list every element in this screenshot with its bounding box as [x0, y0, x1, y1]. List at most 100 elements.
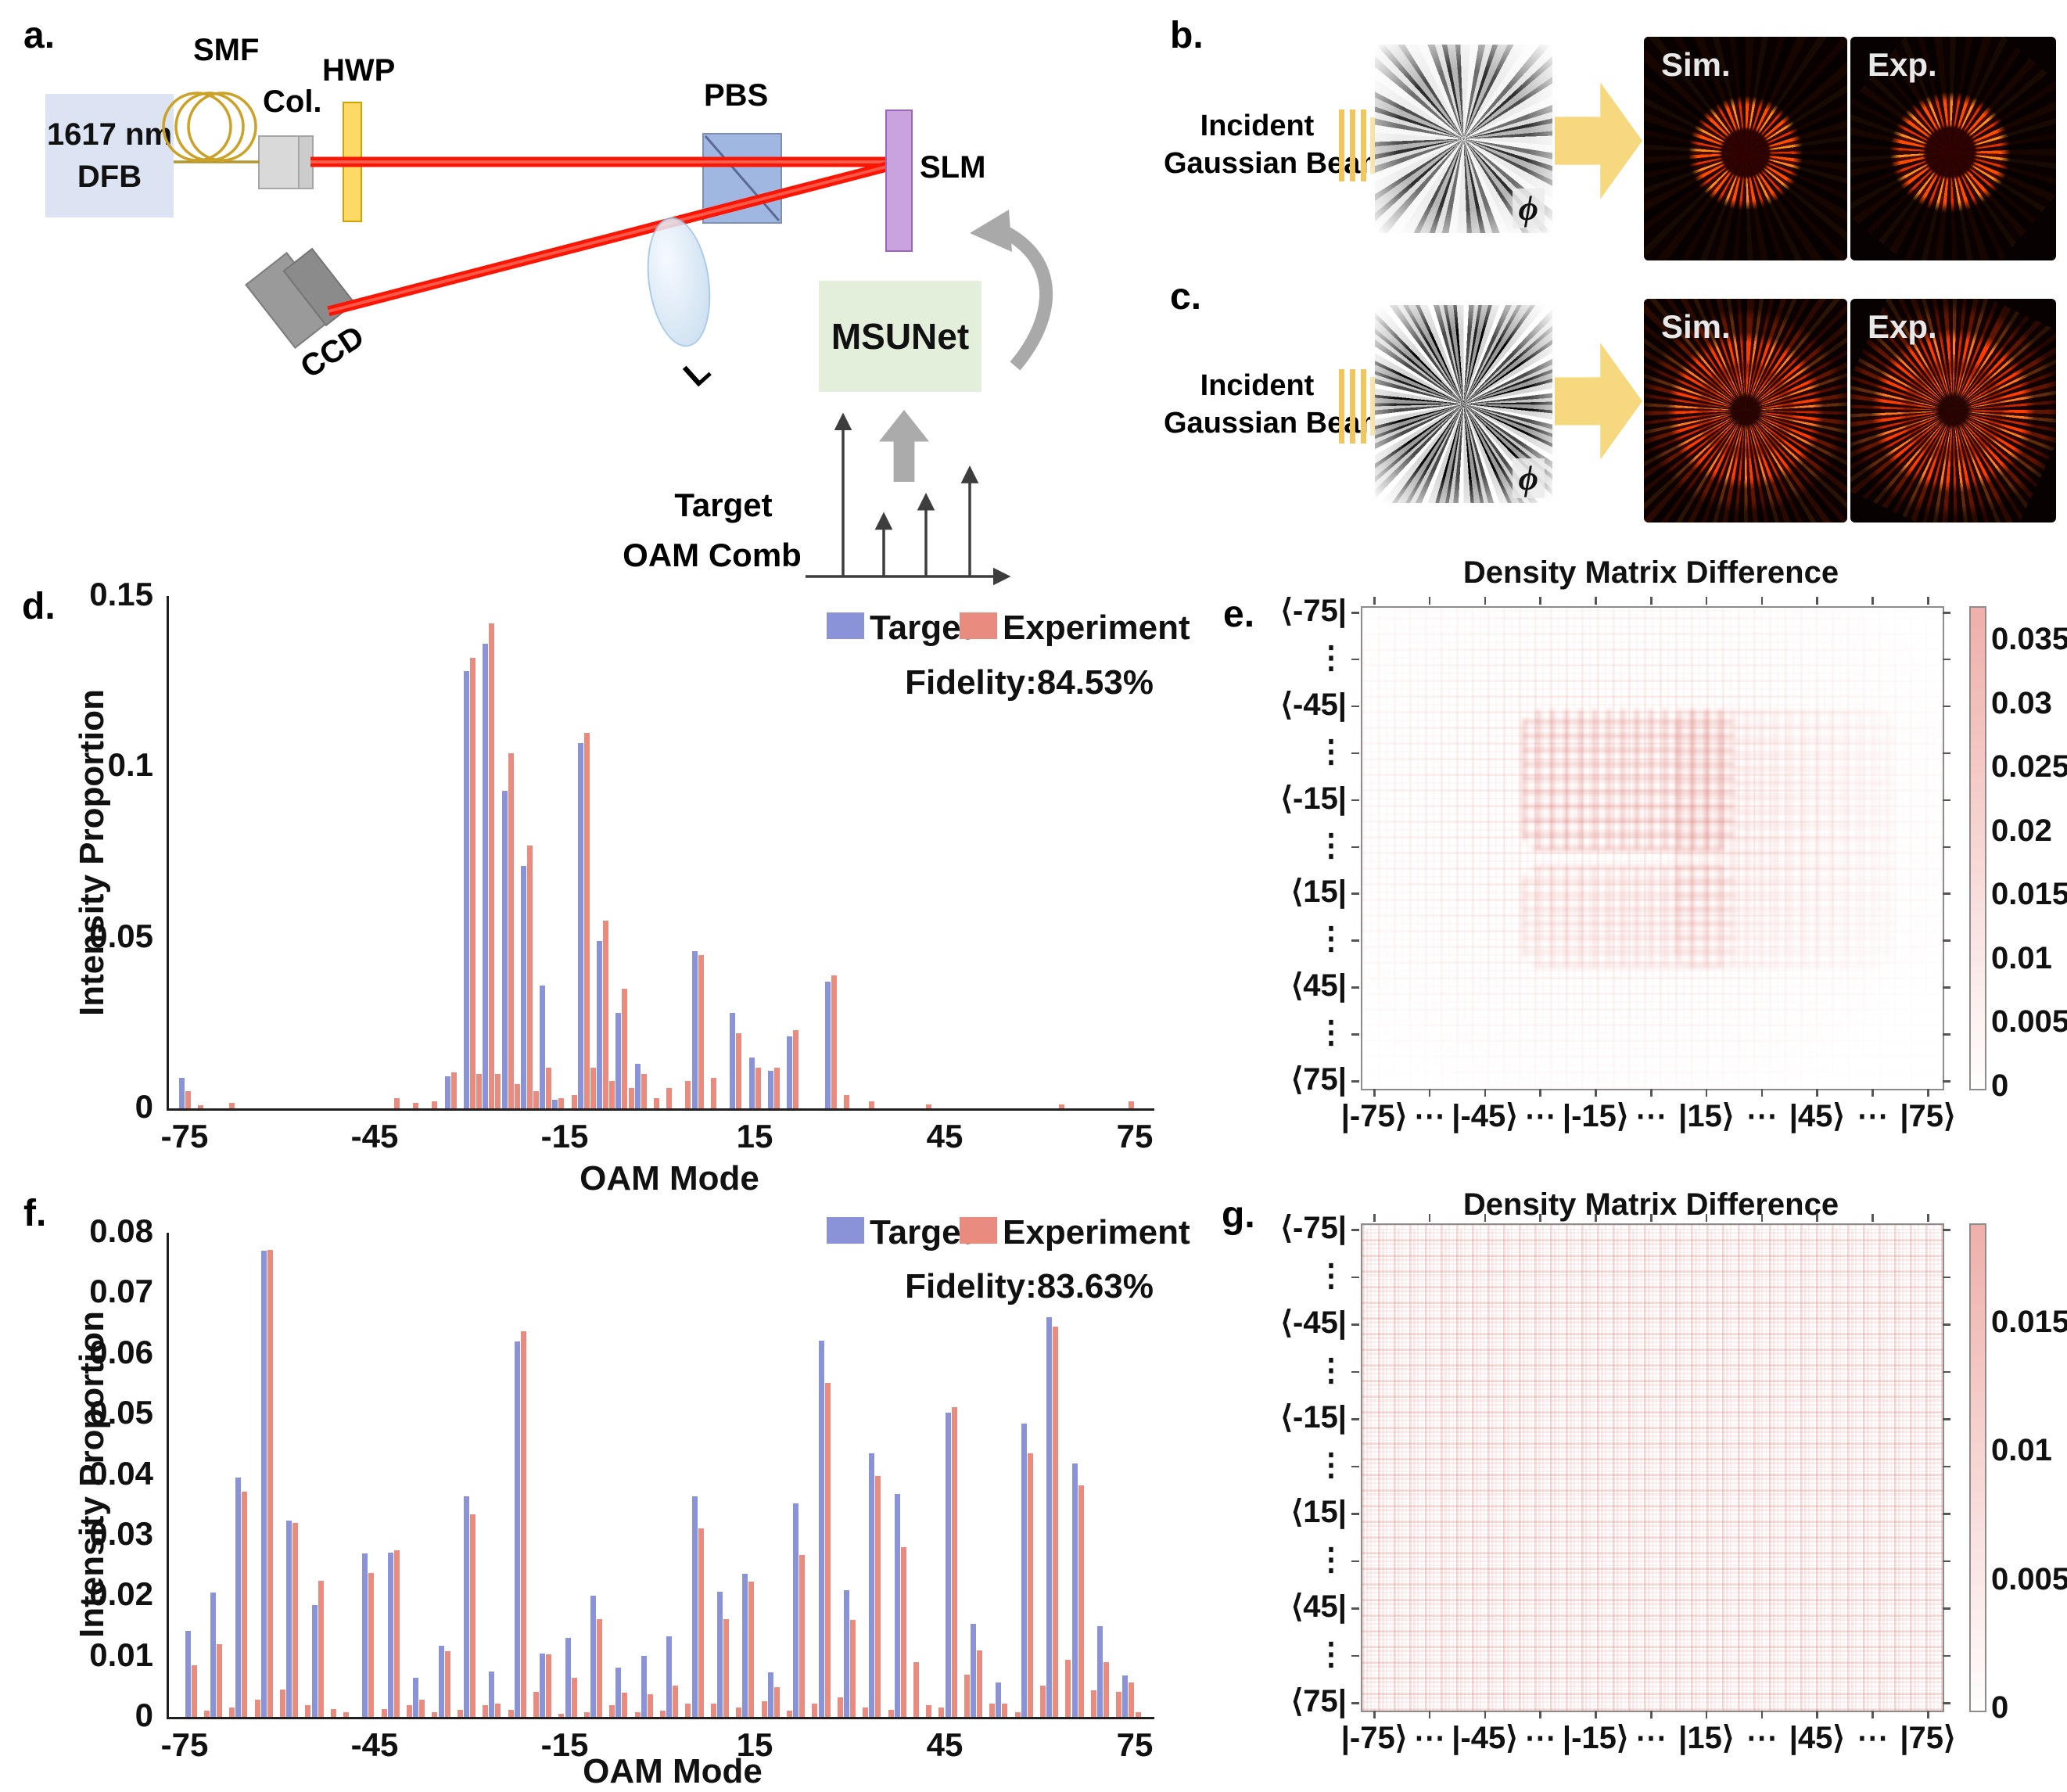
bar-experiment [609, 1704, 615, 1717]
bar-target [577, 742, 583, 1108]
heatmap-axis-tick [1705, 1214, 1708, 1222]
bar-experiment [824, 1382, 831, 1717]
heatmap-axis-tick [1351, 1465, 1359, 1467]
heatmap-row-label: ⋮ [1315, 1542, 1347, 1577]
bar-experiment [926, 1704, 932, 1717]
dfb-laser-box: 1617 nm DFB [45, 94, 174, 217]
bar-experiment [710, 1703, 716, 1717]
bar-experiment [926, 1104, 932, 1108]
bar-experiment [450, 1072, 457, 1108]
speckle-ring-b-sim [1644, 37, 1847, 260]
bar-experiment [888, 1709, 894, 1717]
bar-experiment [571, 1094, 577, 1108]
d-legend-target-label: Target [870, 609, 973, 647]
heatmap-col-label: |75⟩ [1900, 1099, 1956, 1133]
bar-target [311, 1604, 318, 1717]
x-tick-label: 45 [926, 1118, 964, 1155]
bar-experiment [900, 1547, 906, 1717]
heatmap-axis-tick [1943, 1080, 1950, 1083]
bar-experiment [698, 954, 704, 1108]
heatmap-axis-tick [1943, 986, 1950, 989]
heatmap-axis-tick [1943, 1418, 1950, 1420]
bar-experiment [710, 1077, 716, 1108]
bar-experiment [1027, 1453, 1033, 1717]
bar-experiment [622, 989, 628, 1108]
heatmap-col-label: ⋯ [1857, 1721, 1889, 1755]
heatmap-axis-tick [1484, 1089, 1487, 1097]
g-colorbar [1969, 1223, 1986, 1712]
heatmap-axis-tick [1760, 1214, 1764, 1222]
f-legend-experiment-swatch [960, 1217, 997, 1244]
slm-label: SLM [920, 150, 986, 185]
bar-target [818, 1340, 824, 1717]
x-tick-label: -45 [350, 1726, 399, 1763]
heatmap-axis-tick [1484, 1214, 1487, 1222]
heatmap-row-label: ⋮ [1315, 1447, 1347, 1482]
heatmap-col-label: |-45⟩ [1452, 1099, 1518, 1133]
bar-experiment [1103, 1662, 1109, 1717]
panel-b-label: b. [1170, 15, 1204, 56]
heatmap-col-label: ⋯ [1413, 1721, 1445, 1755]
heatmap-axis-tick [1428, 1089, 1431, 1097]
heatmap-axis-tick [1943, 1654, 1950, 1657]
heatmap-axis-tick [1351, 1702, 1359, 1704]
heatmap-axis-tick [1943, 658, 1950, 661]
bar-experiment [432, 1711, 438, 1717]
f-legend-target-swatch [827, 1217, 864, 1244]
heatmap-axis-tick [1650, 1089, 1653, 1097]
x-tick-label: 15 [736, 1118, 773, 1155]
heatmap-axis-tick [1351, 892, 1359, 895]
heatmap-axis-tick [1539, 597, 1541, 605]
bar-experiment [558, 1097, 565, 1108]
colorbar-tick-label: 0.035 [1991, 622, 2067, 657]
bar-target [444, 1076, 450, 1108]
heatmap-axis-tick [1373, 1089, 1376, 1097]
bar-target [787, 1036, 793, 1108]
speckle-ring-c-sim [1644, 299, 1847, 523]
bar-target [489, 1671, 495, 1717]
bar-experiment [951, 1406, 957, 1717]
heatmap-axis-tick [1927, 1214, 1929, 1222]
bar-target [565, 1638, 571, 1717]
heatmap-axis-tick [1351, 1607, 1359, 1610]
heatmap-axis-tick [1943, 1276, 1950, 1278]
target-comb-label-line1: Target [674, 487, 773, 523]
bar-experiment [850, 1620, 856, 1717]
bar-experiment [508, 752, 514, 1108]
x-tick-label: -75 [160, 1118, 209, 1155]
exp-image-c: Exp. [1850, 299, 2056, 523]
phi-symbol-c: ϕ [1512, 458, 1545, 498]
sim-label-c: Sim. [1661, 308, 1731, 345]
heatmap-row-label: ⟨75| [1290, 1062, 1347, 1097]
bar-experiment [799, 1554, 806, 1717]
exp-image-b: Exp. [1850, 37, 2056, 260]
bar-experiment [755, 1067, 761, 1108]
bar-experiment [698, 1528, 704, 1717]
bar-experiment [812, 1703, 818, 1717]
hwp-label: HWP [322, 53, 396, 88]
bar-target [615, 1668, 622, 1717]
bar-experiment [685, 1081, 691, 1108]
bar-experiment [736, 1032, 742, 1108]
e-heatmap [1361, 606, 1944, 1090]
heatmap-axis-tick [1943, 799, 1950, 802]
panel-g-label: g. [1222, 1194, 1255, 1236]
bar-target [691, 951, 698, 1108]
bar-target [1071, 1463, 1078, 1717]
exp-label-b: Exp. [1868, 46, 1937, 83]
beam-stripe-icon [1361, 369, 1366, 444]
colorbar-tick-label: 0.015 [1991, 1305, 2067, 1340]
bar-experiment [773, 1067, 780, 1108]
bar-target [362, 1553, 368, 1717]
bar-target [260, 1251, 267, 1717]
bar-experiment [546, 1067, 552, 1108]
x-tick-label: -15 [540, 1726, 589, 1763]
heatmap-axis-tick [1351, 658, 1359, 661]
bar-experiment [432, 1101, 438, 1108]
pbs-diagonal [704, 135, 781, 221]
bar-target [210, 1593, 216, 1717]
bar-target [767, 1070, 773, 1108]
bar-experiment [603, 920, 609, 1108]
heatmap-row-label: ⋮ [1315, 734, 1347, 769]
d-legend-experiment-label: Experiment [1003, 609, 1190, 647]
